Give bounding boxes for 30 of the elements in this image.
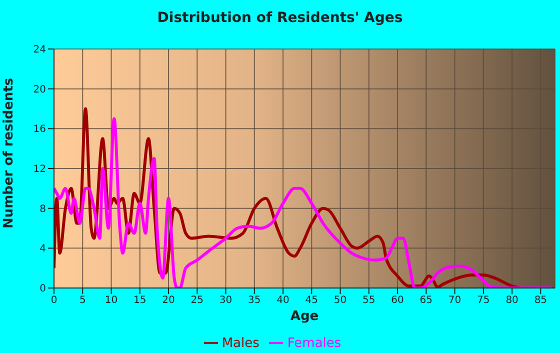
y-tick-label: 0 <box>40 284 46 295</box>
y-tick-label: 12 <box>33 164 46 176</box>
x-tick-label: 15 <box>134 295 146 306</box>
x-tick-label: 85 <box>534 295 548 306</box>
x-tick-label: 80 <box>506 295 518 306</box>
legend-label: Females <box>287 336 342 351</box>
x-tick-label: 25 <box>190 295 204 306</box>
y-tick-label: 20 <box>33 84 46 96</box>
x-tick-label: 60 <box>391 295 404 306</box>
y-tick-label: 16 <box>33 124 46 136</box>
x-tick-label: 0 <box>50 295 58 306</box>
x-axis-title: Age <box>290 309 319 324</box>
x-tick-label: 20 <box>162 295 175 306</box>
y-tick-label: 24 <box>33 44 46 56</box>
x-tick-label: 65 <box>420 295 433 306</box>
x-tick-label: 55 <box>362 295 376 306</box>
x-tick-label: 35 <box>248 295 261 306</box>
chart-title: Distribution of Residents' Ages <box>156 10 404 26</box>
legend-label: Males <box>222 336 260 351</box>
x-tick-label: 70 <box>448 295 462 306</box>
x-tick-label: 40 <box>276 295 290 306</box>
x-tick-label: 45 <box>305 295 318 306</box>
x-tick-label: 10 <box>104 295 118 306</box>
y-tick-label: 4 <box>40 244 46 255</box>
x-tick-label: 30 <box>219 295 232 306</box>
x-tick-label: 50 <box>334 295 347 306</box>
y-tick-label: 8 <box>40 204 46 215</box>
x-tick-label: 5 <box>79 295 86 306</box>
x-tick-label: 75 <box>477 295 490 306</box>
y-axis-title: Number of residents <box>2 78 17 228</box>
